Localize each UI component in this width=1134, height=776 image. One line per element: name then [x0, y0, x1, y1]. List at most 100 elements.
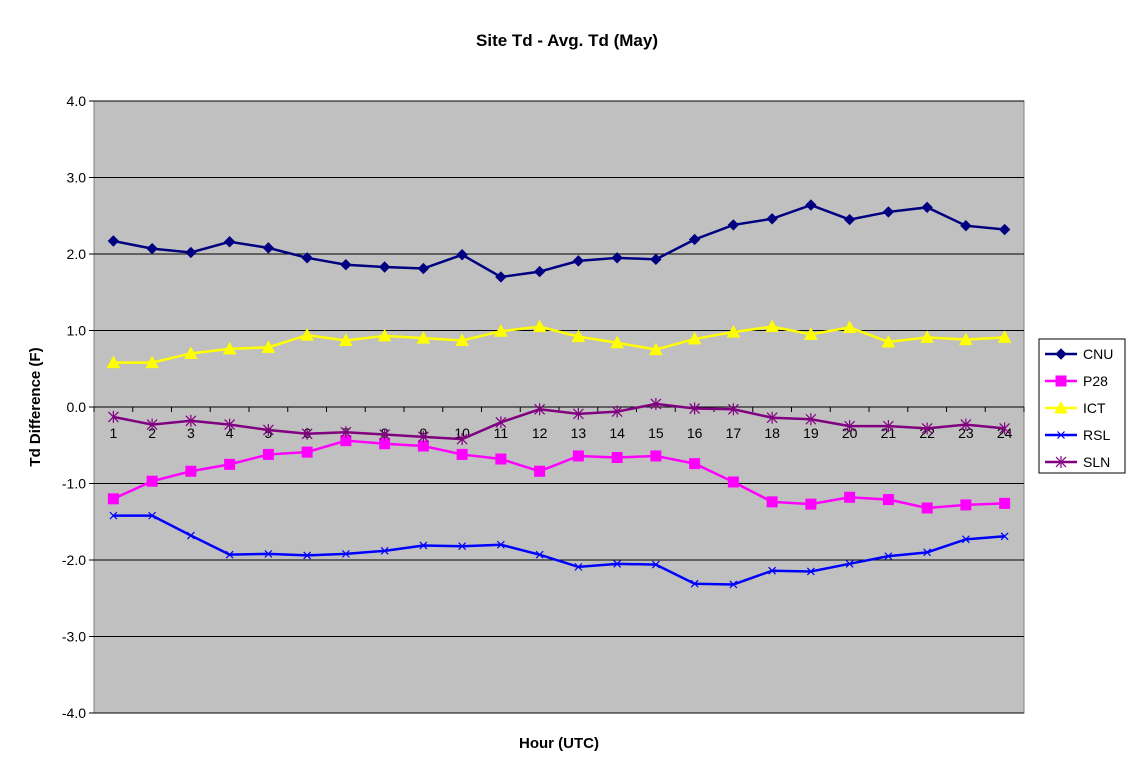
legend-label: RSL	[1083, 427, 1110, 443]
data-point-sln	[224, 418, 236, 431]
data-point-ict	[920, 330, 934, 343]
x-tick-label: 18	[764, 425, 780, 441]
data-point-p28	[301, 446, 313, 458]
series-ict	[106, 319, 1012, 369]
data-point-sln	[999, 422, 1011, 435]
data-point-ict	[532, 319, 547, 333]
data-point-ict	[261, 340, 276, 353]
data-point-sln	[882, 420, 894, 433]
data-point-cnu	[107, 235, 120, 247]
x-tick-label: 1	[109, 425, 117, 441]
data-point-sln	[534, 403, 546, 416]
data-point-ict	[494, 324, 508, 337]
data-point-sln	[650, 397, 662, 410]
data-point-p28	[456, 448, 468, 460]
data-point-cnu	[185, 246, 197, 259]
data-point-cnu	[456, 249, 468, 261]
data-point-p28	[766, 496, 778, 508]
legend-item-ict: ICT	[1045, 400, 1106, 416]
y-tick-label: -4.0	[62, 705, 86, 721]
x-tick-label: 14	[609, 425, 625, 441]
data-point-ict	[687, 331, 702, 345]
data-point-p28	[534, 465, 546, 477]
data-point-p28	[727, 476, 739, 488]
data-point-ict	[106, 355, 121, 369]
data-point-ict	[842, 320, 857, 333]
data-point-cnu	[843, 213, 856, 226]
data-point-ict	[339, 333, 353, 346]
data-point-rsl	[303, 551, 312, 560]
data-point-ict	[300, 328, 314, 341]
data-point-p28	[921, 502, 933, 514]
data-point-p28	[611, 451, 623, 463]
data-point-rsl	[574, 562, 583, 571]
data-point-p28	[185, 465, 197, 477]
x-tick-label: 11	[494, 425, 509, 441]
data-point-sln	[107, 410, 119, 423]
data-point-sln	[456, 433, 468, 446]
y-tick-label: 1.0	[67, 323, 87, 339]
legend-item-cnu: CNU	[1045, 346, 1113, 362]
data-point-cnu	[921, 201, 933, 214]
data-point-cnu	[611, 252, 623, 264]
data-point-rsl	[419, 541, 428, 550]
x-tick-label: 3	[187, 425, 195, 441]
y-tick-label: 2.0	[67, 246, 87, 262]
data-point-ict	[184, 346, 198, 359]
x-tick-label: 4	[226, 425, 234, 441]
data-point-rsl	[341, 549, 350, 558]
series-line-sln	[113, 402, 1005, 441]
data-point-p28	[146, 475, 158, 487]
data-point-rsl	[613, 559, 622, 568]
data-point-p28	[262, 448, 274, 460]
data-point-cnu	[650, 253, 662, 266]
data-point-rsl	[690, 579, 699, 588]
data-point-rsl	[1000, 532, 1009, 541]
data-point-ict	[997, 330, 1012, 343]
data-point-ict	[222, 341, 237, 355]
series-p28	[107, 435, 1011, 514]
x-tick-label: 20	[842, 425, 858, 441]
y-tick-label: -2.0	[62, 552, 86, 568]
legend: CNU P28 ICT RSL SLN	[1038, 338, 1126, 474]
data-point-rsl	[806, 567, 815, 576]
data-point-rsl	[496, 540, 505, 549]
data-point-p28	[844, 491, 856, 503]
data-point-cnu	[533, 265, 546, 278]
x-tick-label: 15	[648, 425, 664, 441]
legend-item-rsl: RSL	[1045, 427, 1110, 443]
data-point-rsl	[535, 550, 544, 559]
data-point-rsl	[380, 546, 389, 555]
x-tick-label: 21	[881, 425, 897, 441]
series-group	[106, 199, 1012, 589]
data-point-p28	[495, 453, 507, 465]
data-point-rsl	[458, 542, 467, 551]
data-point-cnu	[727, 219, 740, 231]
data-point-cnu	[495, 271, 507, 283]
data-point-cnu	[340, 259, 352, 271]
data-point-ict	[765, 319, 779, 333]
data-point-sln	[417, 430, 429, 443]
data-point-p28	[107, 493, 119, 505]
legend-label: CNU	[1083, 346, 1113, 362]
data-point-cnu	[262, 242, 275, 254]
legend-item-sln: SLN	[1045, 454, 1110, 470]
data-point-cnu	[960, 219, 972, 232]
x-tick-label: 17	[726, 425, 742, 441]
data-point-cnu	[572, 255, 585, 267]
data-point-rsl	[109, 511, 118, 520]
data-point-sln	[185, 414, 197, 427]
y-axis-ticks: 4.0 3.0 2.0 1.0 0.0 -1.0 -2.0 -3.0 -4.0	[62, 93, 94, 721]
data-point-cnu	[146, 242, 158, 255]
data-point-sln	[805, 413, 817, 426]
data-point-sln	[611, 405, 623, 418]
data-point-sln	[146, 418, 158, 431]
data-point-sln	[495, 416, 507, 429]
data-point-cnu	[882, 206, 895, 218]
series-sln	[107, 397, 1011, 446]
x-tick-label: 16	[687, 425, 703, 441]
data-point-sln	[340, 426, 352, 439]
y-tick-label: 0.0	[67, 399, 87, 415]
data-point-p28	[882, 494, 894, 506]
